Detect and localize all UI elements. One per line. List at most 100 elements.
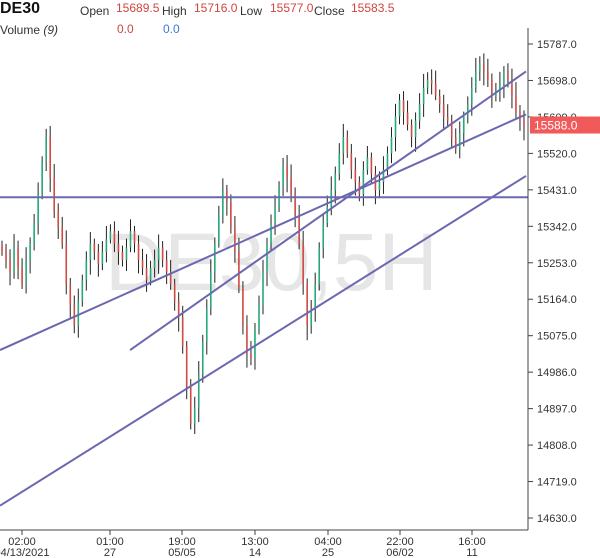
candle-body: [442, 104, 445, 117]
candle-body: [105, 239, 108, 252]
candle-body: [322, 223, 325, 248]
candle-body: [330, 190, 333, 207]
candle-body: [181, 317, 184, 346]
candle-body: [483, 63, 485, 72]
candle-body: [165, 259, 168, 273]
candle-body: [230, 202, 232, 228]
price-axis: 15787.015698.015609.015520.015431.015342…: [528, 39, 577, 525]
candle-body: [169, 272, 172, 285]
time-tick-label: 02:00: [8, 536, 36, 548]
date-tick-label: 14: [249, 547, 261, 558]
candle-body: [394, 116, 397, 137]
date-tick-label: 06/02: [386, 547, 414, 558]
candle-body: [507, 71, 509, 80]
candle-body: [334, 173, 337, 191]
candle-body: [511, 79, 513, 97]
candle-body: [137, 243, 140, 260]
candle-body: [45, 136, 47, 162]
volume-value-2: 0.0: [163, 22, 180, 36]
candle-body: [121, 251, 124, 260]
open-label: Open: [80, 4, 110, 18]
candle-body: [234, 227, 236, 252]
channel-trendline[interactable]: [129, 70, 527, 351]
candle-body: [109, 231, 112, 240]
candle-body: [129, 231, 132, 248]
candle-body: [414, 120, 417, 137]
candle-body: [69, 284, 72, 305]
candle-body: [33, 223, 35, 244]
candle-body: [462, 116, 465, 133]
candle-body: [475, 71, 477, 88]
candle-body: [386, 153, 389, 170]
candle-body: [262, 272, 264, 305]
price-tick-label: 14897.0: [537, 404, 577, 416]
price-tick-label: 15253.0: [537, 258, 577, 270]
candle-body: [258, 304, 260, 330]
candle-body: [218, 214, 220, 244]
candle-body: [201, 341, 204, 375]
symbol-title: DE30: [0, 0, 41, 17]
candle-body: [153, 259, 156, 269]
candle-body: [97, 251, 100, 264]
candle-body: [503, 71, 505, 84]
time-tick-label: 22:00: [386, 536, 414, 548]
candle-body: [9, 259, 11, 273]
candle-body: [466, 104, 469, 117]
candle-body: [446, 116, 449, 121]
candle-body: [161, 247, 164, 260]
open-value: 15689.5: [116, 1, 160, 15]
candle-body: [470, 87, 473, 105]
candle-body: [141, 259, 144, 269]
candle-body: [5, 251, 7, 260]
candle-body: [266, 243, 268, 273]
candle-body: [149, 268, 152, 281]
trendlines-layer: [0, 70, 528, 507]
candle-body: [350, 153, 353, 170]
candle-body: [145, 268, 148, 281]
candle-body: [89, 243, 92, 260]
candle-body: [254, 329, 256, 359]
candle-body: [41, 161, 43, 195]
date-tick-label: 05/05: [168, 547, 196, 558]
candle-body: [426, 79, 429, 88]
close-label: Close: [314, 4, 345, 18]
candle-body: [177, 300, 180, 318]
price-tick-label: 14808.0: [537, 440, 577, 452]
low-label: Low: [240, 4, 263, 18]
candle-body: [390, 136, 393, 154]
candle-body: [21, 268, 23, 285]
candle-body: [270, 223, 272, 244]
candle-body: [17, 247, 19, 269]
candle-body: [274, 206, 276, 224]
candle-body: [318, 247, 321, 285]
price-tick-label: 15520.0: [537, 148, 577, 160]
time-tick-label: 04:00: [314, 536, 342, 548]
candle-body: [430, 79, 433, 84]
candle-body: [37, 194, 39, 224]
candle-body: [382, 169, 385, 183]
candle-body: [61, 227, 64, 244]
price-tick-label: 15075.0: [537, 331, 577, 343]
candle-body: [193, 407, 196, 424]
date-tick-label: 11: [466, 547, 477, 558]
channel-trendline[interactable]: [0, 175, 527, 507]
candle-body: [290, 177, 292, 195]
candle-body: [205, 309, 208, 342]
candle-body: [157, 247, 160, 260]
volume-value-1: 0.0: [117, 22, 134, 36]
candle-body: [81, 280, 84, 301]
channel-trendline[interactable]: [0, 113, 527, 351]
candle-body: [434, 83, 437, 97]
candle-body: [189, 386, 192, 424]
candle-body: [222, 190, 224, 215]
candle-body: [197, 374, 200, 408]
last-price-label: 15588.0: [534, 119, 578, 133]
candle-body: [366, 157, 369, 170]
candle-body: [326, 206, 329, 224]
candle-body: [450, 120, 453, 137]
candle-body: [73, 304, 76, 326]
price-tick-label: 15164.0: [537, 294, 577, 306]
candle-body: [113, 231, 116, 244]
